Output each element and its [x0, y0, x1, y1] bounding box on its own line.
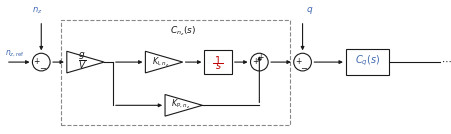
Bar	[346, 49, 389, 75]
Text: $K_{\mathrm{I},n_z}$: $K_{\mathrm{I},n_z}$	[152, 55, 170, 69]
Text: $K_{\mathrm{P},n_z}$: $K_{\mathrm{P},n_z}$	[171, 98, 190, 111]
Bar	[204, 50, 232, 74]
Text: $1$: $1$	[215, 54, 222, 66]
Text: $\dfrac{g}{V}$: $\dfrac{g}{V}$	[78, 50, 87, 70]
Bar	[61, 20, 290, 125]
Text: $C_{n_z}(s)$: $C_{n_z}(s)$	[170, 25, 196, 38]
Text: $+$: $+$	[33, 56, 41, 66]
Text: $n_{z,\mathrm{ref}}$: $n_{z,\mathrm{ref}}$	[5, 49, 25, 59]
Text: $-$: $-$	[300, 62, 308, 71]
Text: $C_q(s)$: $C_q(s)$	[355, 54, 380, 68]
Text: $-$: $-$	[38, 62, 46, 71]
Text: $+$: $+$	[257, 52, 264, 62]
Text: $\cdots$: $\cdots$	[441, 56, 451, 66]
Text: $q$: $q$	[307, 5, 314, 16]
Text: $s$: $s$	[215, 61, 221, 71]
Text: $+$: $+$	[295, 56, 302, 66]
Text: $+$: $+$	[252, 56, 259, 66]
Text: $n_z$: $n_z$	[32, 5, 42, 16]
